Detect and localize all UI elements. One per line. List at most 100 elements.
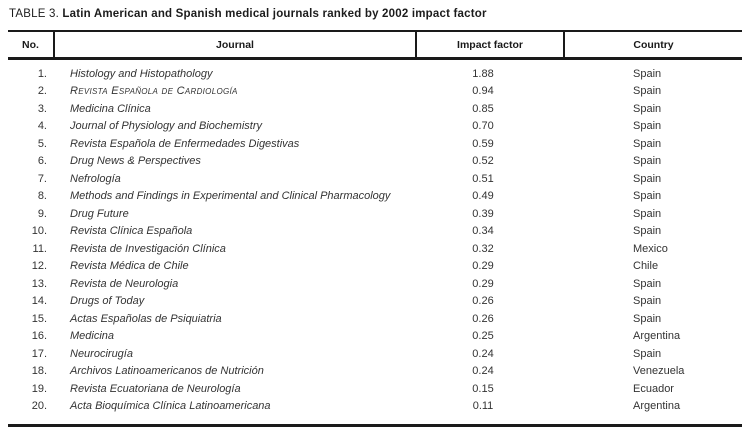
row-rank: 11. <box>32 242 47 255</box>
row-rank: 5. <box>37 137 47 150</box>
row-journal-name: Nefrología <box>70 172 121 185</box>
row-rank: 9. <box>37 207 47 220</box>
row-country: Spain <box>633 207 662 220</box>
row-journal-name: Drug Future <box>70 207 129 220</box>
table-header-row: No. Journal Impact factor Country <box>8 30 742 60</box>
table-caption: TABLE 3. Latin American and Spanish medi… <box>9 8 742 20</box>
row-impact-factor: 0.26 <box>472 295 494 308</box>
row-journal-name: Journal of Physiology and Biochemistry <box>70 120 262 133</box>
row-journal-name: Revista Española de Enfermedades Digesti… <box>70 137 300 150</box>
row-journal-name: Acta Bioquímica Clínica Latinoamericana <box>70 400 271 413</box>
table-row: 14. Drugs of Today 0.26 Spain <box>8 293 742 311</box>
row-country: Venezuela <box>633 365 685 378</box>
row-impact-factor: 0.26 <box>472 312 494 325</box>
row-rank: 1. <box>37 67 47 80</box>
column-header-journal: Journal <box>53 32 415 57</box>
row-country: Spain <box>633 295 662 308</box>
row-country: Spain <box>633 85 662 98</box>
row-rank: 20. <box>31 400 47 413</box>
row-impact-factor: 0.94 <box>472 85 494 98</box>
table-row: 5. Revista Española de Enfermedades Dige… <box>8 135 742 153</box>
row-impact-factor: 0.15 <box>472 382 494 395</box>
row-country: Spain <box>633 172 662 185</box>
row-journal-name: Actas Españolas de Psiquiatria <box>70 312 222 325</box>
row-rank: 16. <box>31 330 47 343</box>
table-row: 20. Acta Bioquímica Clínica Latinoameric… <box>8 398 742 416</box>
column-header-impact-factor: Impact factor <box>415 32 563 57</box>
row-country: Chile <box>633 260 659 273</box>
table-row: 9. Drug Future 0.39 Spain <box>8 205 742 223</box>
row-impact-factor: 0.39 <box>472 207 494 220</box>
row-journal-name: Revista Médica de Chile <box>70 260 189 273</box>
table-caption-title: Latin American and Spanish medical journ… <box>62 8 487 20</box>
table-row: 4. Journal of Physiology and Biochemistr… <box>8 118 742 136</box>
row-impact-factor: 0.29 <box>472 277 494 290</box>
row-rank: 8. <box>37 190 47 203</box>
row-rank: 12. <box>31 260 47 273</box>
row-rank: 15. <box>31 312 47 325</box>
row-journal-name: Revista Española de Cardiología <box>70 85 238 98</box>
table-body: 1. Histology and Histopathology 1.88 Spa… <box>8 60 742 427</box>
row-rank: 17. <box>31 347 47 360</box>
row-country: Argentina <box>633 330 681 343</box>
row-country: Spain <box>633 347 662 360</box>
document-page: TABLE 3. Latin American and Spanish medi… <box>8 8 742 427</box>
table-row: 17. Neurocirugía 0.24 Spain <box>8 345 742 363</box>
table-row: 3. Medicina Clínica 0.85 Spain <box>8 100 742 118</box>
row-journal-name: Revista de Neurologia <box>70 277 179 290</box>
column-header-no: No. <box>22 39 39 51</box>
row-journal-name: Histology and Histopathology <box>70 67 213 80</box>
row-rank: 2. <box>37 85 47 98</box>
row-journal-name: Revista de Investigación Clínica <box>70 242 226 255</box>
row-country: Spain <box>633 67 662 80</box>
table-row: 6. Drug News & Perspectives 0.52 Spain <box>8 153 742 171</box>
table-row: 8. Methods and Findings in Experimental … <box>8 188 742 206</box>
row-rank: 4. <box>37 120 47 133</box>
row-journal-name: Drug News & Perspectives <box>70 155 201 168</box>
row-impact-factor: 0.49 <box>472 190 494 203</box>
table-row: 7. Nefrología 0.51 Spain <box>8 170 742 188</box>
table-row: 19. Revista Ecuatoriana de Neurología 0.… <box>8 380 742 398</box>
row-impact-factor: 0.32 <box>472 242 494 255</box>
row-impact-factor: 0.51 <box>472 172 494 185</box>
row-impact-factor: 0.24 <box>472 365 494 378</box>
table-row: 15. Actas Españolas de Psiquiatria 0.26 … <box>8 310 742 328</box>
row-country: Spain <box>633 277 662 290</box>
row-impact-factor: 0.11 <box>472 400 494 413</box>
row-impact-factor: 0.24 <box>472 347 494 360</box>
table-row: 2. Revista Española de Cardiología 0.94 … <box>8 83 742 101</box>
row-impact-factor: 0.59 <box>472 137 494 150</box>
row-journal-name: Methods and Findings in Experimental and… <box>70 190 391 203</box>
row-country: Spain <box>633 137 662 150</box>
table-row: 11. Revista de Investigación Clínica 0.3… <box>8 240 742 258</box>
row-impact-factor: 0.34 <box>472 225 494 238</box>
row-journal-name: Archivos Latinoamericanos de Nutrición <box>70 365 264 378</box>
row-country: Spain <box>633 120 662 133</box>
row-rank: 13. <box>31 277 47 290</box>
row-journal-name: Revista Clínica Española <box>70 225 193 238</box>
row-journal-name: Revista Ecuatoriana de Neurología <box>70 382 241 395</box>
row-country: Spain <box>633 312 662 325</box>
row-impact-factor: 0.85 <box>472 102 494 115</box>
table-row: 12. Revista Médica de Chile 0.29 Chile <box>8 258 742 276</box>
row-rank: 3. <box>37 102 47 115</box>
table-row: 10. Revista Clínica Española 0.34 Spain <box>8 223 742 241</box>
row-journal-name: Medicina Clínica <box>70 102 151 115</box>
table-row: 13. Revista de Neurologia 0.29 Spain <box>8 275 742 293</box>
row-country: Mexico <box>633 242 668 255</box>
row-impact-factor: 0.25 <box>472 330 494 343</box>
row-rank: 6. <box>37 155 47 168</box>
row-country: Spain <box>633 155 662 168</box>
table-caption-number: TABLE 3. <box>9 8 59 20</box>
row-rank: 19. <box>31 382 47 395</box>
row-impact-factor: 0.70 <box>472 120 494 133</box>
row-impact-factor: 0.29 <box>472 260 494 273</box>
row-rank: 7. <box>37 172 47 185</box>
row-journal-name: Neurocirugía <box>70 347 133 360</box>
row-country: Spain <box>633 102 662 115</box>
row-country: Argentina <box>633 400 681 413</box>
journals-table: No. Journal Impact factor Country 1. His… <box>8 30 742 427</box>
row-country: Spain <box>633 225 662 238</box>
column-header-country: Country <box>563 32 742 57</box>
row-impact-factor: 0.52 <box>472 155 494 168</box>
